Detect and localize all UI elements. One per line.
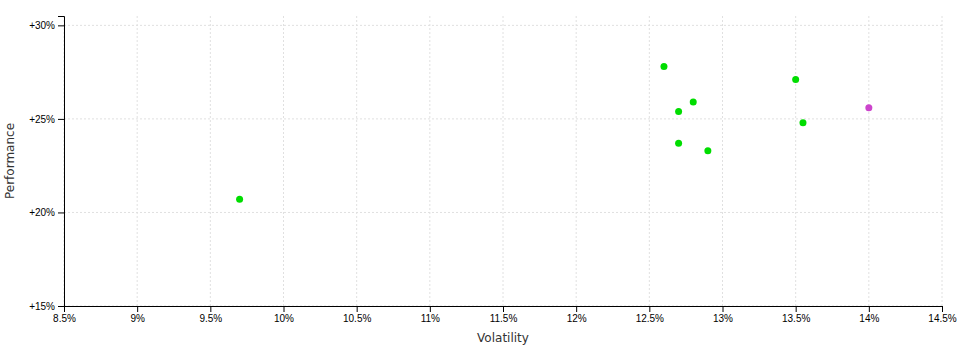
x-tick-mark	[430, 306, 431, 312]
point	[704, 147, 711, 154]
grid-line-y	[64, 25, 942, 26]
x-tick-mark	[137, 306, 138, 312]
x-tick-label: 9%	[130, 313, 145, 324]
point	[675, 108, 682, 115]
x-tick: 9%	[130, 306, 145, 324]
x-tick-mark	[723, 306, 724, 312]
x-tick-mark	[796, 306, 797, 312]
grid-line-x	[429, 16, 430, 306]
x-tick: 10.5%	[343, 306, 371, 324]
x-tick: 9.5%	[199, 306, 222, 324]
grid-line-x	[503, 16, 504, 306]
chart: 8.5% 9% 9.5% 10% 10.5% 11% 11.5% 12% 12.5% 13% 13.…	[0, 0, 966, 350]
points	[236, 63, 872, 203]
x-tick: 14%	[859, 306, 879, 324]
x-tick-label: 14%	[859, 313, 879, 324]
x-tick-label: 12.5%	[636, 313, 664, 324]
grid	[64, 16, 942, 306]
x-axis-line	[65, 307, 943, 313]
point	[675, 140, 682, 147]
y-axis-title: Performance	[3, 123, 17, 199]
x-tick: 11%	[421, 306, 440, 324]
y-axis: +15% +20% +25% +30%	[29, 17, 64, 312]
point	[865, 104, 872, 111]
y-tick-mark	[58, 306, 64, 307]
grid-line-x	[576, 16, 577, 306]
grid-line-x	[210, 16, 211, 306]
x-tick: 10%	[274, 306, 294, 324]
x-tick-mark	[284, 306, 285, 312]
grid-line-y	[64, 212, 942, 213]
x-tick-mark	[869, 306, 870, 312]
x-tick: 12.5%	[636, 306, 664, 324]
y-tick-label: +30%	[29, 20, 55, 31]
y-tick: +25%	[29, 114, 64, 125]
x-tick: 14.5%	[928, 306, 956, 324]
grid-line-y	[64, 118, 942, 119]
point	[236, 196, 243, 203]
y-tick-label: +15%	[29, 301, 55, 312]
x-tick-mark	[649, 306, 650, 312]
grid-line-x	[283, 16, 284, 306]
x-tick-label: 8.5%	[53, 313, 76, 324]
x-tick-label: 9.5%	[199, 313, 222, 324]
x-tick-mark	[942, 306, 943, 312]
x-tick-label: 11%	[421, 313, 440, 324]
y-tick-mark	[58, 119, 64, 120]
x-tick: 12%	[567, 306, 587, 324]
y-tick: +20%	[29, 207, 64, 218]
x-axis: 8.5% 9% 9.5% 10% 10.5% 11% 11.5% 12% 12.5% 13% 13.…	[53, 306, 957, 324]
plot: 8.5% 9% 9.5% 10% 10.5% 11% 11.5% 12% 12.5% 13% 13.…	[3, 16, 957, 345]
x-tick-label: 10%	[274, 313, 294, 324]
x-tick-label: 12%	[567, 313, 587, 324]
y-tick: +30%	[29, 20, 64, 31]
y-tick-label: +25%	[29, 114, 55, 125]
x-tick-label: 11.5%	[490, 313, 518, 324]
x-tick: 11.5%	[490, 306, 518, 324]
x-axis-title: Volatility	[477, 331, 529, 345]
grid-line-x	[795, 16, 796, 306]
grid-line-x	[942, 16, 943, 306]
x-tick-mark	[210, 306, 211, 312]
y-tick-mark	[58, 212, 64, 213]
y-tick-label: +20%	[29, 207, 55, 218]
grid-line-x	[649, 16, 650, 306]
x-tick-label: 13%	[713, 313, 733, 324]
point	[660, 63, 667, 70]
x-tick-label: 13.5%	[782, 313, 810, 324]
x-tick-label: 14.5%	[928, 313, 956, 324]
point	[792, 76, 799, 83]
y-axis-line	[58, 17, 65, 307]
y-tick-mark	[58, 25, 64, 26]
grid-line-x	[868, 16, 869, 306]
point	[690, 99, 697, 106]
x-tick: 8.5%	[53, 306, 76, 324]
x-tick-mark	[357, 306, 358, 312]
x-tick: 13.5%	[782, 306, 810, 324]
point	[799, 119, 806, 126]
x-tick-mark	[503, 306, 504, 312]
x-tick: 13%	[713, 306, 733, 324]
x-tick-mark	[576, 306, 577, 312]
x-tick-label: 10.5%	[343, 313, 371, 324]
y-tick: +15%	[29, 301, 64, 312]
grid-line-x	[722, 16, 723, 306]
grid-line-x	[137, 16, 138, 306]
grid-line-x	[356, 16, 357, 306]
